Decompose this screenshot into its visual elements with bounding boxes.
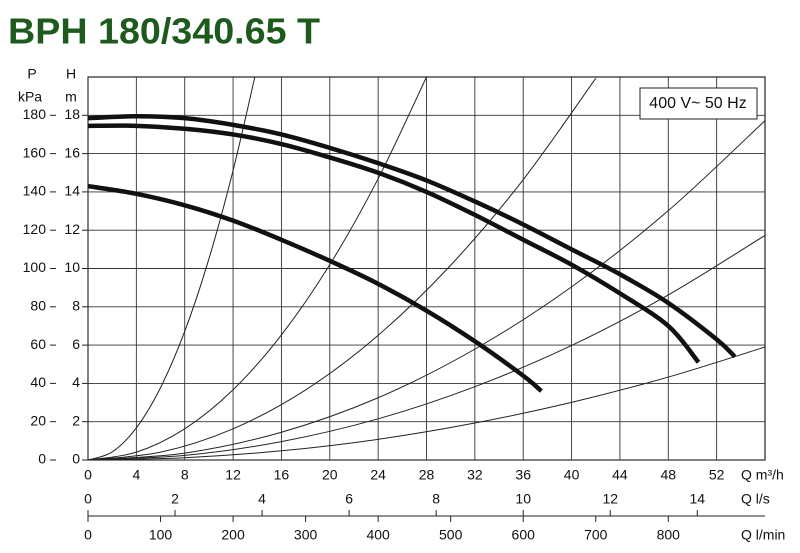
y-tick-label: 14	[64, 183, 80, 199]
y-tick-label: 2	[72, 412, 80, 428]
secondary-axis-label: Q l/s	[741, 491, 770, 507]
series-line	[88, 346, 765, 460]
annotation-box	[639, 87, 758, 120]
series-line	[88, 183, 543, 393]
y-tick-label: 12	[64, 221, 80, 237]
secondary-tick-label: 2	[171, 491, 179, 507]
y2-axis-unit: kPa	[18, 89, 42, 105]
y2-tick-label: 100	[23, 259, 47, 275]
secondary-tick-label: 700	[584, 527, 608, 543]
x-tick-label: 28	[419, 467, 435, 483]
annotation: 400 V~ 50 Hz	[649, 95, 746, 112]
y-tick-label: 18	[64, 106, 80, 122]
secondary-tick-label: 12	[602, 491, 618, 507]
x-tick-label: 36	[515, 467, 531, 483]
x-tick-label: 52	[709, 467, 725, 483]
secondary-tick-label: 0	[84, 527, 92, 543]
x-tick-label: 4	[132, 467, 140, 483]
x-axis-label: Q m³/h	[741, 467, 784, 483]
secondary-tick-label: 300	[294, 527, 318, 543]
y-tick-label: 4	[72, 374, 80, 390]
chart-title: BPH 180/340.65 T	[8, 11, 320, 52]
secondary-tick-label: 500	[439, 527, 463, 543]
y-axis-unit: m	[65, 89, 77, 105]
y2-tick-label: 20	[30, 412, 46, 428]
y-tick-label: 6	[72, 336, 80, 352]
x-tick-label: 12	[225, 467, 241, 483]
secondary-tick-label: 800	[657, 527, 681, 543]
x-tick-label: 8	[181, 467, 189, 483]
series-line	[88, 78, 597, 460]
x-tick-label: 32	[467, 467, 483, 483]
x-tick-label: 0	[84, 467, 92, 483]
x-tick-label: 44	[612, 467, 628, 483]
secondary-tick-label: 200	[221, 527, 245, 543]
secondary-tick-label: 400	[366, 527, 390, 543]
y2-tick-label: 0	[38, 451, 46, 467]
y2-tick-label: 80	[30, 298, 46, 314]
series-line	[88, 120, 765, 460]
x-tick-label: 16	[274, 467, 290, 483]
secondary-tick-label: 8	[432, 491, 440, 507]
series-line	[88, 114, 737, 359]
y2-tick-label: 140	[23, 183, 47, 199]
y2-tick-label: 180	[23, 106, 47, 122]
series-line	[88, 77, 256, 460]
secondary-tick-label: 4	[258, 491, 266, 507]
y-tick-label: 16	[64, 144, 80, 160]
secondary-tick-label: 100	[149, 527, 173, 543]
x-tick-label: 40	[564, 467, 580, 483]
y2-tick-label: 40	[30, 374, 46, 390]
y2-tick-label: 160	[23, 144, 47, 160]
secondary-tick-label: 14	[689, 491, 705, 507]
series-line	[88, 123, 701, 364]
y-tick-label: 0	[72, 451, 80, 467]
y-tick-label: 8	[72, 298, 80, 314]
secondary-axis-label: Q l/min	[741, 527, 785, 543]
series-line	[88, 77, 427, 460]
y2-tick-label: 120	[23, 221, 47, 237]
x-tick-label: 20	[322, 467, 338, 483]
secondary-tick-label: 0	[84, 491, 92, 507]
x-tick-label: 48	[660, 467, 676, 483]
secondary-tick-label: 6	[345, 491, 353, 507]
secondary-tick-label: 600	[512, 527, 536, 543]
y2-tick-label: 60	[30, 336, 46, 352]
y-tick-label: 10	[64, 259, 80, 275]
y-axis-label: H	[66, 66, 76, 82]
y2-axis-label: P	[27, 66, 36, 82]
x-tick-label: 24	[370, 467, 386, 483]
secondary-tick-label: 10	[515, 491, 531, 507]
